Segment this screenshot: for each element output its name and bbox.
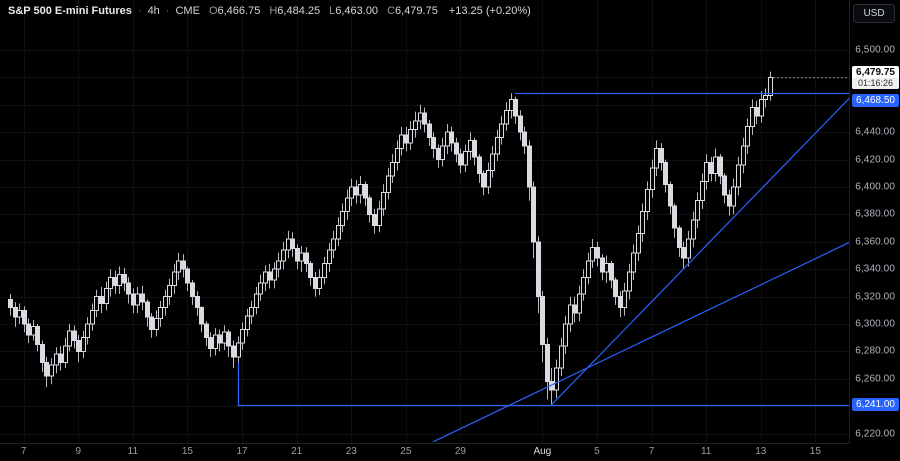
change-label: +13.25 (+0.20%) [448, 5, 531, 17]
time-tick-label: 11 [700, 446, 712, 457]
close-value: C6,479.75 [387, 5, 438, 17]
price-tick-label: 6,400.00 [855, 181, 895, 193]
price-tick-label: 6,440.00 [855, 126, 895, 138]
open-value: O6,466.75 [208, 5, 261, 17]
candles-layer [8, 71, 773, 405]
time-tick-label: 7 [648, 446, 655, 457]
symbol-title[interactable]: S&P 500 E-mini Futures [8, 5, 132, 17]
price-tick-label: 6,420.00 [855, 154, 895, 166]
legend-separator: · [165, 5, 170, 17]
chart-legend: S&P 500 E-mini Futures · 4h · CME O6,466… [8, 5, 531, 17]
time-tick-label: 9 [75, 446, 82, 457]
last-price-badge: 6,479.75 01:16:26 [852, 65, 899, 89]
upper-line-price-badge: 6,468.50 [852, 93, 899, 107]
exchange-label: CME [175, 5, 200, 17]
time-tick-label: 25 [400, 446, 412, 457]
trendline-drawing[interactable] [432, 239, 856, 443]
time-axis[interactable]: 7 9 11 15 17 21 23 25 29 Aug 5 7 11 13 15 [0, 443, 900, 461]
price-tick-label: 6,320.00 [855, 291, 895, 303]
bar-countdown: 01:16:26 [852, 77, 899, 89]
price-tick-label: 6,340.00 [855, 263, 895, 275]
price-tick-label: 6,500.00 [855, 44, 895, 56]
time-tick-label: 21 [291, 446, 303, 457]
price-tick-label: 6,260.00 [855, 373, 895, 385]
time-tick-label: 17 [236, 446, 248, 457]
currency-button[interactable]: USD [853, 4, 895, 23]
lower-line-price-badge: 6,241.00 [852, 397, 899, 411]
time-tick-label: 15 [181, 446, 193, 457]
price-tick-label: 6,300.00 [855, 318, 895, 330]
trendline-drawing[interactable] [551, 91, 856, 406]
price-tick-label: 6,280.00 [855, 345, 895, 357]
time-tick-label: 23 [345, 446, 357, 457]
price-tick-label: 6,220.00 [855, 428, 895, 440]
price-axis[interactable]: 6,479.75 01:16:26 6,468.50 6,241.00 6,50… [849, 0, 900, 444]
interval-label[interactable]: 4h [147, 5, 160, 17]
price-tick-label: 6,380.00 [855, 208, 895, 220]
legend-separator: · [137, 5, 142, 17]
time-tick-label: 7 [20, 446, 27, 457]
time-tick-label: 11 [127, 446, 139, 457]
time-tick-label: Aug [533, 446, 552, 457]
last-price-value: 6,479.75 [856, 66, 895, 78]
time-tick-label: 5 [594, 446, 600, 457]
time-tick-label: 13 [755, 446, 767, 457]
low-value: L6,463.00 [329, 5, 379, 17]
price-tick-label: 6,360.00 [855, 236, 895, 248]
grid-layer [0, 0, 849, 444]
high-value: H6,484.25 [269, 5, 321, 17]
drawings-layer [237, 77, 856, 443]
time-tick-label: 15 [809, 446, 821, 457]
time-tick-label: 29 [454, 446, 466, 457]
